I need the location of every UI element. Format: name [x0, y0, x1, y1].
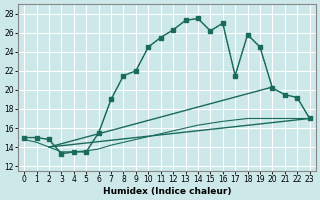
X-axis label: Humidex (Indice chaleur): Humidex (Indice chaleur) — [103, 187, 231, 196]
